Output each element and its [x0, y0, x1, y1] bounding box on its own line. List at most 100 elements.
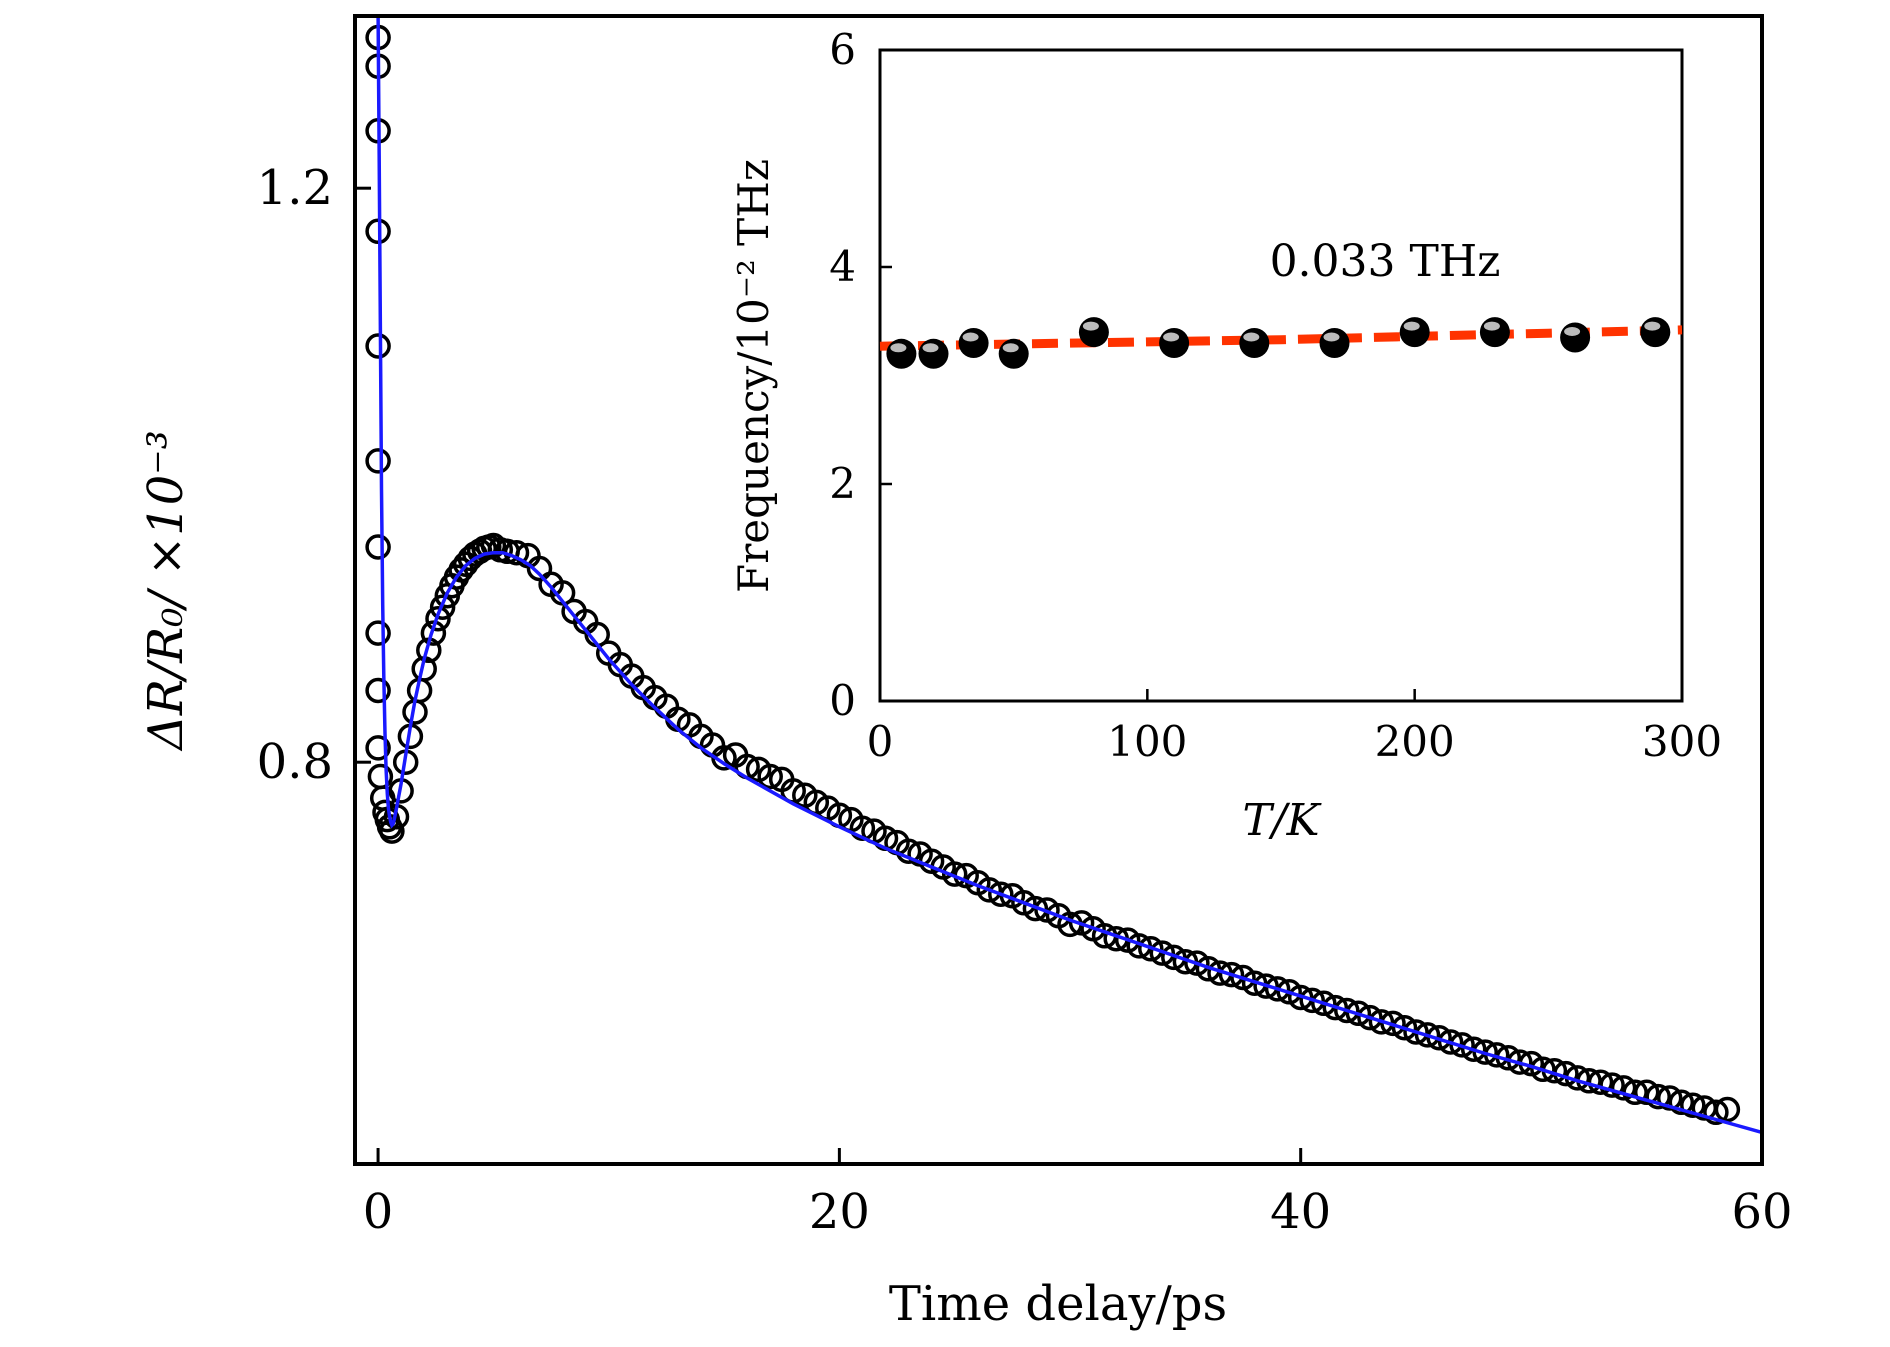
inset-y-tick-label: 6 [829, 25, 856, 74]
data-point [1022, 895, 1049, 922]
data-point [1287, 984, 1314, 1011]
inset-data-point-highlight [962, 332, 979, 342]
fit-curve [376, 16, 1762, 1135]
x-tick-label: 40 [1270, 1184, 1331, 1240]
data-point [365, 333, 391, 359]
data-point [365, 677, 391, 704]
inset-plot: 0 100 200 300 0 2 4 6 T/K Frequency/10⁻² THz 0.… [729, 25, 1722, 846]
data-point [1599, 1072, 1625, 1098]
data-point [1380, 1010, 1406, 1037]
inset-y-tick-label: 4 [829, 242, 856, 291]
inset-x-tick-label: 300 [1642, 717, 1722, 766]
data-point [1241, 970, 1268, 996]
data-point [1322, 994, 1349, 1021]
data-point [1426, 1024, 1452, 1051]
data-point [1414, 1022, 1441, 1048]
data-point [1437, 1029, 1464, 1055]
data-point [1507, 1049, 1533, 1075]
x-tick-label: 0 [363, 1184, 394, 1240]
data-point [976, 877, 1003, 903]
inset-data-point [998, 338, 1029, 369]
main-plot-frame [353, 14, 1764, 1166]
data-point [1264, 976, 1291, 1002]
data-point [1391, 1014, 1418, 1041]
inset-data-point-highlight [1323, 332, 1340, 342]
inset-data-point-highlight [1002, 343, 1019, 353]
data-point [420, 620, 447, 646]
y-axis-label: ΔR/R₀/ ×10⁻³ [138, 430, 194, 752]
inset-data-point-highlight [1644, 321, 1661, 331]
data-point [1334, 997, 1360, 1024]
inset-data-point-highlight [1564, 327, 1581, 336]
inset-data-point-highlight [1082, 321, 1099, 331]
data-point [1472, 1039, 1498, 1065]
inset-plot-frame [878, 48, 1684, 703]
main-plot: 0 20 40 600.81.2 Time delay/ps ΔR/R₀/ ×10⁻³ [138, 14, 1793, 1332]
inset-data-point [886, 338, 917, 369]
inset-data-point [1479, 317, 1510, 348]
y-tick-label: 1.2 [257, 160, 333, 216]
data-point [895, 838, 922, 864]
inset-x-axis-label: T/K [1242, 795, 1321, 846]
x-tick-label: 60 [1731, 1184, 1792, 1240]
data-point [1138, 936, 1164, 962]
inset-x-tick-label: 200 [1375, 717, 1455, 766]
inset-data-point [1239, 328, 1270, 358]
data-point [365, 534, 391, 560]
data-point [1403, 1019, 1429, 1045]
data-point [1149, 940, 1176, 966]
data-point [1610, 1075, 1637, 1101]
data-point [1633, 1079, 1660, 1106]
inset-data-point [1399, 317, 1430, 348]
data-point [1656, 1085, 1683, 1111]
inset-y-tick-label: 0 [829, 676, 856, 725]
data-point [429, 594, 456, 620]
inset-data-point-highlight [890, 343, 907, 353]
data-point [1345, 1000, 1372, 1027]
data-point [1218, 961, 1245, 988]
data-point [1357, 1004, 1383, 1031]
inset-y-tick-label: 2 [829, 459, 856, 508]
y-tick-label: 0.8 [257, 734, 333, 790]
data-point [1645, 1083, 1671, 1110]
data-point [1311, 990, 1337, 1017]
data-point [941, 861, 968, 887]
inset-data-point [1640, 317, 1671, 348]
data-point [1253, 973, 1279, 999]
inset-y-axis-label: Frequency/10⁻² THz [729, 159, 778, 593]
inset-annotation: 0.033 THz [1270, 236, 1501, 287]
data-point [1680, 1092, 1706, 1118]
data-point [365, 735, 391, 761]
inset-data-point-highlight [1163, 332, 1180, 342]
inset-data-point-highlight [1403, 321, 1420, 331]
data-point [1668, 1089, 1695, 1116]
inset-data-point-highlight [922, 343, 939, 353]
data-point [1587, 1069, 1614, 1095]
inset-data-point [958, 328, 989, 358]
data-point [425, 605, 451, 632]
data-point [1299, 987, 1325, 1014]
x-tick-label: 20 [809, 1184, 870, 1240]
data-point [1230, 964, 1256, 991]
data-point [365, 620, 391, 646]
data-point [1449, 1032, 1475, 1058]
data-point [988, 881, 1014, 907]
inset-data-point [1078, 317, 1109, 348]
inset-data-point [1319, 328, 1350, 358]
inset-data-point [918, 338, 949, 369]
data-point [1460, 1036, 1487, 1062]
data-point [757, 763, 783, 790]
inset-data-point [1560, 322, 1591, 353]
inset-data-point-highlight [1243, 332, 1260, 342]
data-point [1714, 1096, 1741, 1123]
inset-x-tick-label: 0 [867, 717, 894, 766]
x-axis-label: Time delay/ps [889, 1276, 1227, 1332]
inset-x-tick-label: 100 [1107, 717, 1187, 766]
inset-data-point-highlight [1483, 321, 1500, 331]
data-point [1195, 956, 1222, 982]
data-point [1161, 944, 1187, 971]
data-point [365, 448, 391, 474]
inset-data-point [1159, 328, 1190, 358]
data-point [1368, 1009, 1395, 1035]
